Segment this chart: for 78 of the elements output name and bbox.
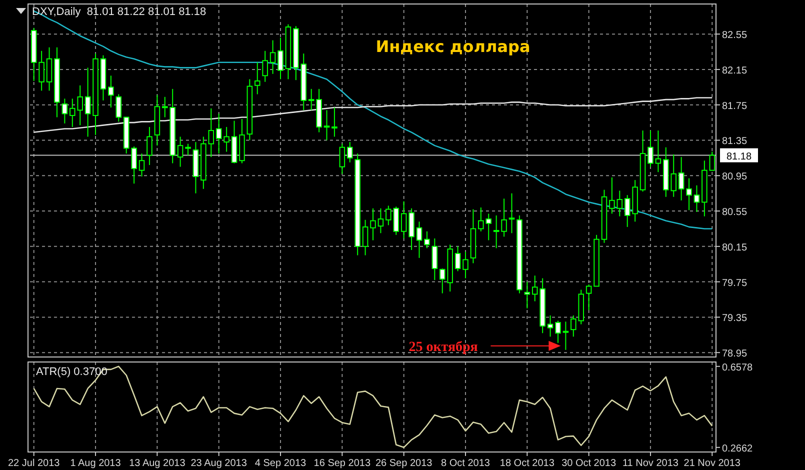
candlestick xyxy=(138,153,145,178)
candlestick xyxy=(216,113,222,154)
x-tick-label: 4 Sep 2013 xyxy=(254,458,307,469)
y-tick-label: 81.75 xyxy=(722,100,748,112)
y-tick-label: 79.75 xyxy=(722,278,748,289)
x-tick-label: 13 Aug 2013 xyxy=(129,458,186,469)
candlestick xyxy=(262,50,268,82)
candlestick xyxy=(686,178,692,211)
candlestick xyxy=(346,142,353,163)
candlestick xyxy=(308,88,314,111)
candlestick xyxy=(400,200,407,239)
candlestick xyxy=(116,94,122,122)
candlestick xyxy=(84,67,91,138)
candlestick xyxy=(462,251,468,279)
x-tick-label: 1 Aug 2013 xyxy=(70,458,122,469)
candlestick xyxy=(609,176,615,214)
candlestick xyxy=(131,146,137,184)
annotation: 25 октября xyxy=(408,340,478,355)
candlestick xyxy=(454,246,461,272)
candlestick xyxy=(562,321,569,350)
candlestick xyxy=(370,208,376,241)
x-tick-label: 11 Nov 2013 xyxy=(622,458,679,469)
y-tick-label: 80.55 xyxy=(722,207,748,218)
candlestick xyxy=(185,143,191,156)
candlestick xyxy=(177,136,184,168)
candlestick xyxy=(547,314,554,338)
candlestick xyxy=(46,46,52,92)
candlestick xyxy=(62,98,68,124)
candlestick xyxy=(586,284,592,311)
candlestick xyxy=(508,192,515,234)
y-tick-label: 80.15 xyxy=(722,242,748,254)
candlestick xyxy=(655,130,662,173)
x-tick-label: 21 Nov 2013 xyxy=(684,458,741,469)
candlestick xyxy=(339,143,346,174)
x-tick-label: 22 Jul 2013 xyxy=(8,458,60,469)
candlestick xyxy=(378,208,384,234)
candlestick xyxy=(678,156,684,201)
x-tick-label: 8 Oct 2013 xyxy=(441,458,490,469)
candlestick xyxy=(416,221,422,258)
y-tick-label: 81.35 xyxy=(722,136,748,148)
y-tick-label: 82.15 xyxy=(722,65,748,76)
x-tick-label: 18 Oct 2013 xyxy=(500,458,555,469)
candlestick xyxy=(524,281,530,309)
candlestick xyxy=(694,184,700,212)
candlestick xyxy=(332,107,338,138)
candlestick xyxy=(709,151,716,171)
candlestick xyxy=(146,126,152,166)
y-tick-label: 0.6578 xyxy=(722,362,754,374)
y-tick-label: 80.95 xyxy=(722,172,748,183)
line-series xyxy=(33,97,713,133)
candlestick xyxy=(493,214,500,249)
candlestick xyxy=(616,190,623,217)
candlestick xyxy=(224,126,230,152)
candlestick xyxy=(648,130,654,168)
x-tick-label: 16 Sep 2013 xyxy=(314,458,371,469)
y-tick-label: 82.55 xyxy=(722,30,748,42)
candlestick xyxy=(278,37,284,80)
x-tick-label: 26 Sep 2013 xyxy=(375,458,433,469)
candlestick xyxy=(108,75,114,108)
x-tick-label: 30 Oct 2013 xyxy=(562,458,616,469)
candlestick xyxy=(254,62,260,95)
candlestick xyxy=(324,110,330,141)
candlestick xyxy=(408,208,414,250)
candlestick xyxy=(38,50,44,92)
candlestick xyxy=(501,198,507,238)
ref-line-label: 81.18 xyxy=(726,151,752,162)
text: Индекс доллара xyxy=(376,37,530,56)
x-tick-label: 23 Aug 2013 xyxy=(190,458,248,469)
line-series xyxy=(33,366,713,448)
candlestick xyxy=(432,238,438,281)
candlestick xyxy=(424,230,430,249)
candlestick xyxy=(555,320,561,344)
y-tick-label: 78.95 xyxy=(722,348,748,360)
y-tick-label: 79.35 xyxy=(722,313,748,324)
candlestick xyxy=(624,194,630,228)
candlestick xyxy=(362,219,368,256)
candlestick xyxy=(270,40,276,74)
y-tick-label: 0.2662 xyxy=(722,443,754,454)
